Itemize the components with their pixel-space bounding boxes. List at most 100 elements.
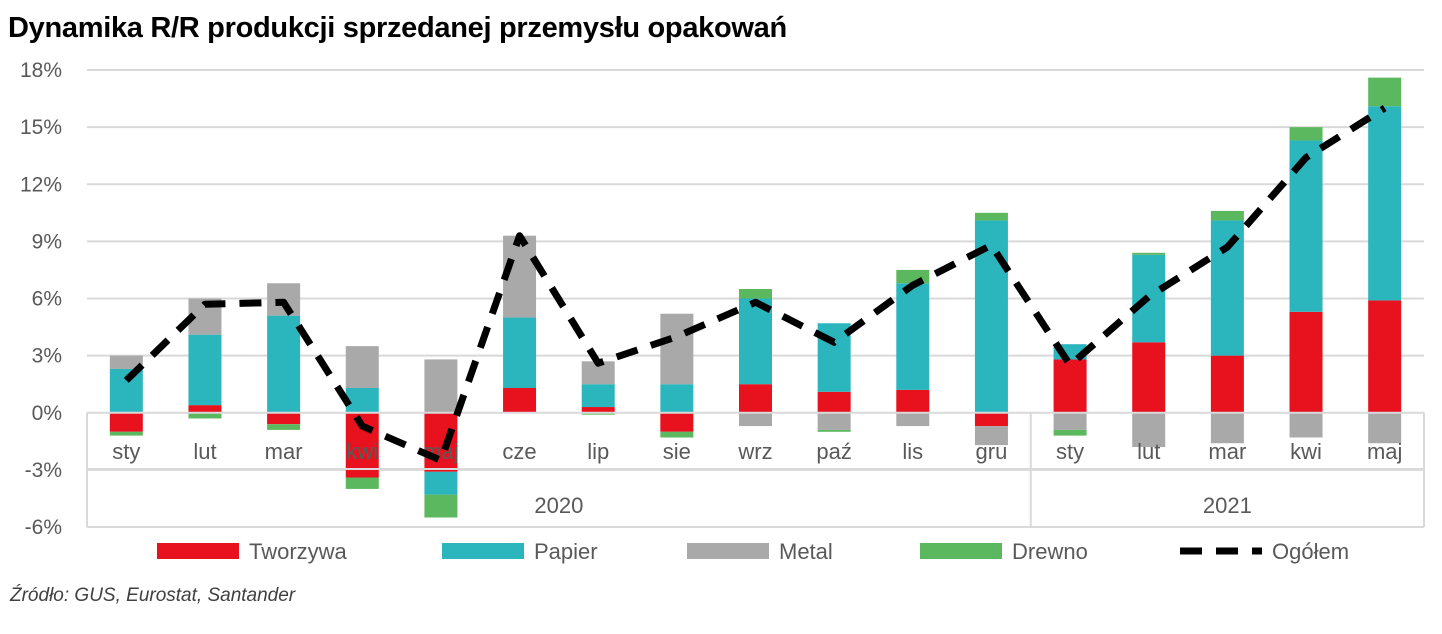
bar-segment-tworzywa (188, 405, 222, 413)
x-group-label: 2020 (534, 493, 583, 518)
legend: Tworzywa Papier Metal Drewno Ogółem (157, 539, 1349, 564)
bar-segment-drewno (1289, 127, 1323, 141)
x-tick-label: mar (1208, 439, 1246, 464)
x-tick-label: gru (976, 439, 1008, 464)
bar-segment-tworzywa (817, 391, 851, 413)
legend-swatch (157, 543, 239, 559)
y-tick-label: 9% (32, 230, 62, 253)
legend-label: Metal (779, 539, 833, 564)
chart-title: Dynamika R/R produkcji sprzedanej przemy… (8, 12, 787, 44)
source-note: Źródło: GUS, Eurostat, Santander (10, 585, 296, 606)
bar-segment-metal (1132, 412, 1166, 448)
x-tick-label: lut (1137, 439, 1160, 464)
y-tick-label: 15% (20, 116, 62, 139)
bar-segment-metal (345, 346, 379, 388)
bar-segment-metal (1289, 412, 1323, 438)
bar-segment-papier (424, 471, 458, 495)
bar-segment-metal (739, 412, 772, 427)
bar-segment-tworzywa (424, 412, 458, 472)
bar-segment-tworzywa (581, 407, 615, 413)
y-tick-label: -6% (25, 516, 62, 539)
y-tick-label: 0% (32, 402, 62, 425)
x-tick-label: paź (816, 439, 851, 464)
bar-segment-metal (424, 359, 458, 413)
x-tick-label: cze (502, 439, 536, 464)
bar-segment-papier (188, 334, 222, 406)
bar-segment-drewno (1053, 429, 1087, 436)
bar-segment-papier (1210, 220, 1244, 356)
legend-label: Drewno (1012, 539, 1088, 564)
x-group-label: 2021 (1203, 493, 1252, 518)
bar-segment-tworzywa (109, 412, 143, 432)
legend-label: Tworzywa (249, 539, 348, 564)
bar-segment-tworzywa (974, 412, 1008, 427)
bar-segment-drewno (817, 429, 851, 432)
bar-segment-drewno (974, 212, 1008, 221)
bar-segment-metal (109, 355, 143, 369)
bar-segment-metal (817, 412, 851, 430)
bar-segment-tworzywa (1368, 300, 1402, 413)
bar-segment-drewno (188, 412, 222, 419)
legend-swatch (687, 543, 769, 559)
y-tick-label: 18% (20, 59, 62, 82)
bar-segment-drewno (1210, 210, 1244, 221)
y-tick-label: 3% (32, 345, 62, 368)
bar-segment-tworzywa (267, 412, 301, 425)
bar-segment-drewno (1368, 77, 1402, 107)
x-tick-label: sty (112, 439, 140, 464)
x-tick-label: wrz (737, 439, 772, 464)
bar-segment-tworzywa (660, 412, 694, 432)
bar-segment-papier (345, 387, 379, 413)
x-axis: sty lut mar kwi maj cze lip sie wrz paź lis gru sty l… (86, 411, 1425, 528)
bar-segment-tworzywa (739, 384, 772, 413)
bar-segment-tworzywa (1210, 355, 1244, 413)
bar-segment-metal (581, 361, 615, 385)
x-tick-label: kwi (346, 439, 378, 464)
y-tick-label: 12% (20, 173, 62, 196)
x-tick-label: lis (902, 439, 923, 464)
bar-segment-papier (267, 315, 301, 413)
bar-segment-drewno (739, 288, 772, 299)
y-tick-label: -3% (25, 459, 62, 482)
legend-swatch (920, 543, 1002, 559)
x-tick-label: mar (265, 439, 303, 464)
bar-segment-drewno (1132, 252, 1166, 255)
bar-segment-metal (974, 426, 1008, 446)
bar-segment-metal (660, 313, 694, 385)
bar-segment-metal (896, 412, 930, 427)
y-axis-ticks: -6% -3% 0% 3% 6% 9% 12% 15% 18% (20, 59, 62, 539)
bar-segment-drewno (896, 269, 930, 284)
bar-segment-papier (1368, 106, 1402, 301)
bar-segment-metal (1368, 412, 1402, 444)
bar-segment-drewno (660, 431, 694, 438)
x-tick-label: maj (1367, 439, 1402, 464)
bar-segment-metal (1210, 412, 1244, 444)
bar-segment-tworzywa (1289, 311, 1323, 413)
bar-segment-drewno (267, 424, 301, 430)
bar-segment-drewno (424, 494, 458, 518)
legend-label: Ogółem (1272, 539, 1349, 564)
legend-label: Papier (534, 539, 598, 564)
legend-swatch (442, 543, 524, 559)
x-tick-label: kwi (1290, 439, 1322, 464)
series-line-ogolem (123, 105, 1387, 464)
x-tick-label: sty (1056, 439, 1084, 464)
y-tick-label: 6% (32, 288, 62, 311)
bar-segment-papier (739, 298, 772, 385)
bar-segment-tworzywa (1132, 342, 1166, 413)
bar-segment-papier (503, 317, 537, 388)
x-tick-label: lut (193, 439, 216, 464)
x-tick-label: lip (587, 439, 609, 464)
bar-segment-drewno (109, 431, 143, 436)
bars (109, 77, 1402, 518)
bar-segment-drewno (345, 477, 379, 489)
bar-segment-papier (660, 384, 694, 413)
bar-segment-metal (1053, 412, 1087, 430)
bar-segment-papier (581, 384, 615, 408)
bar-segment-papier (896, 283, 930, 390)
x-tick-label: sie (663, 439, 691, 464)
bar-segment-tworzywa (1053, 359, 1087, 413)
total-line (123, 105, 1387, 464)
bar-segment-tworzywa (503, 387, 537, 413)
